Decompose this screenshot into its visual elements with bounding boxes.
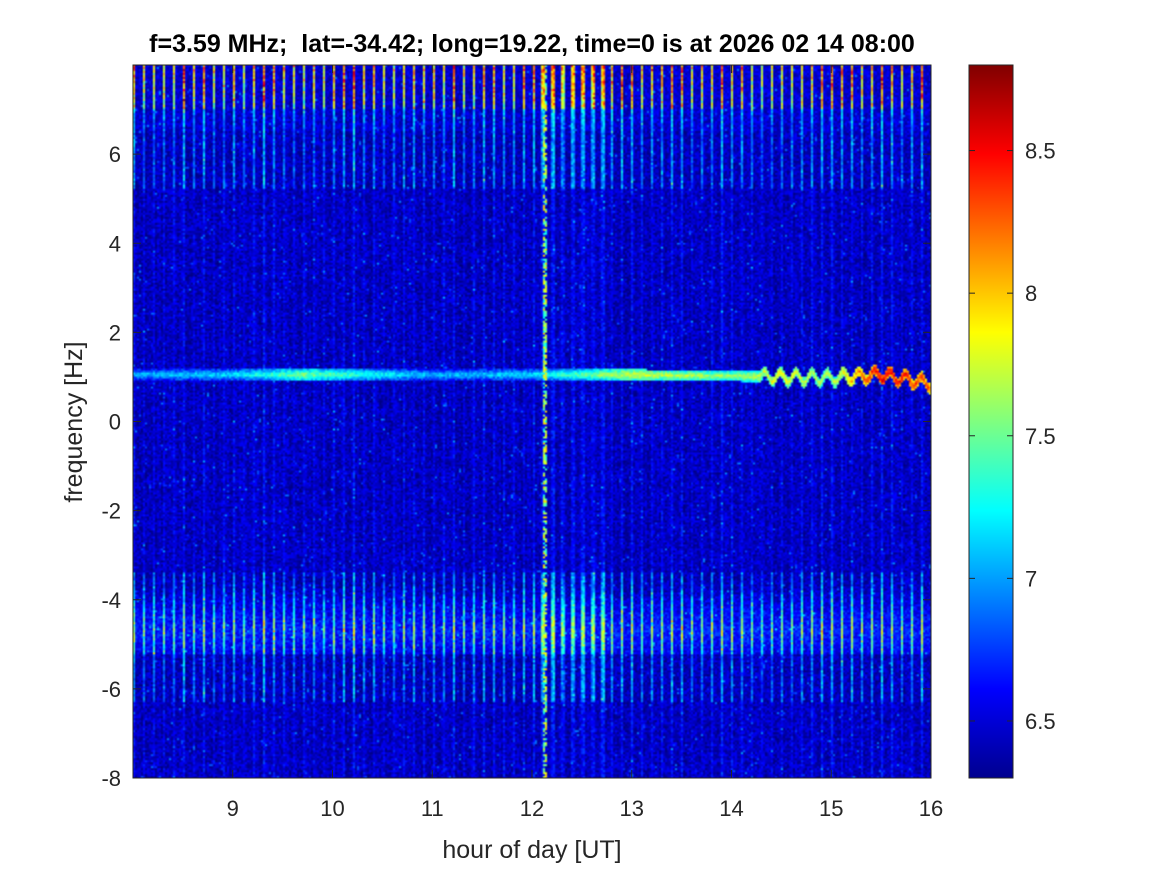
y-axis-label: frequency [Hz] <box>60 341 88 502</box>
colorbar-tick-label: 6.5 <box>1025 709 1056 734</box>
x-axis-label: hour of day [UT] <box>442 836 621 864</box>
x-tick-label: 12 <box>520 796 544 821</box>
colorbar-tick-label: 7.5 <box>1025 424 1056 449</box>
y-tick-label: -2 <box>101 499 121 524</box>
x-tick-label: 11 <box>421 796 444 821</box>
x-axis: 9 10 11 12 13 14 15 16 <box>227 65 943 821</box>
y-tick-label: -4 <box>101 588 121 613</box>
colorbar <box>968 64 1014 779</box>
x-tick-label: 14 <box>719 796 743 821</box>
y-tick-label: -6 <box>101 677 121 702</box>
colorbar-ticks: 6.5 7 7.5 8 8.5 <box>969 139 1056 734</box>
x-tick-label: 9 <box>227 796 239 821</box>
colorbar-tick-label: 8 <box>1025 281 1037 306</box>
chart-title: f=3.59 MHz; lat=-34.42; long=19.22, time… <box>149 30 915 58</box>
x-tick-label: 16 <box>919 796 943 821</box>
y-tick-label: 6 <box>109 142 121 167</box>
x-tick-label: 13 <box>620 796 644 821</box>
x-tick-label: 15 <box>819 796 843 821</box>
x-tick-label: 10 <box>320 796 344 821</box>
y-axis: -8 -6 -4 -2 0 2 4 6 <box>101 142 931 791</box>
y-tick-label: 0 <box>109 410 121 435</box>
colorbar-tick-label: 8.5 <box>1025 139 1056 164</box>
colorbar-tick-label: 7 <box>1025 566 1037 591</box>
y-tick-label: 4 <box>109 231 121 256</box>
y-tick-label: 2 <box>109 320 121 345</box>
y-tick-label: -8 <box>101 766 121 791</box>
spectrogram-heatmap <box>133 65 931 778</box>
